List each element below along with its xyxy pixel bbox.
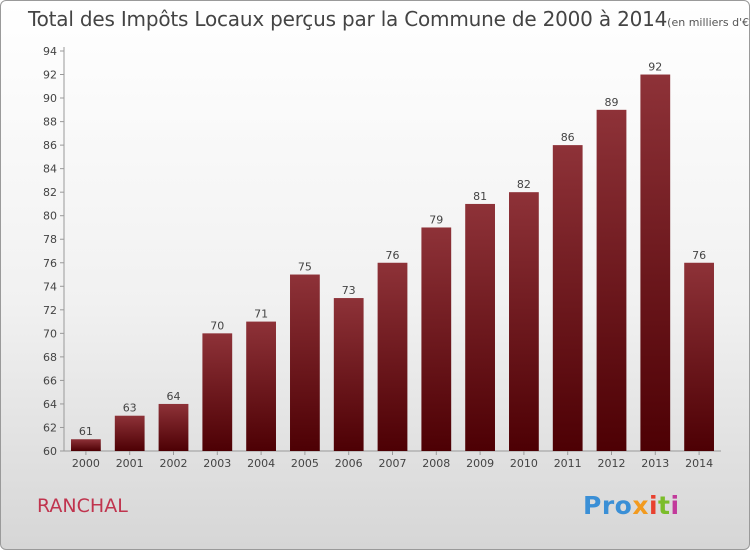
data-label-2006: 73 [342,284,356,297]
y-tick-label: 80 [43,210,57,223]
bar-2013 [640,74,671,451]
y-tick-label: 78 [43,233,57,246]
logo-part: i [648,491,659,520]
x-tick-label: 2001 [116,457,144,470]
x-tick-label: 2006 [335,457,363,470]
x-tick-label: 2013 [641,457,669,470]
bar-2002 [158,403,189,451]
y-tick-label: 70 [43,327,57,340]
chart-subtitle: (en milliers d'€) [667,16,750,29]
y-tick-label: 84 [43,163,57,176]
y-tick-label: 60 [43,445,57,458]
x-tick-label: 2004 [247,457,275,470]
bar-2005 [290,274,320,451]
bar-2011 [552,145,583,451]
x-tick-label: 2009 [466,457,494,470]
data-label-2003: 70 [210,319,224,332]
x-tick-label: 2007 [379,457,407,470]
y-tick-label: 62 [43,421,57,434]
chart-title: Total des Impôts Locaux perçus par la Co… [28,7,750,31]
title-text: Total des Impôts Locaux perçus par la Co… [28,7,668,31]
x-tick-label: 2002 [160,457,188,470]
y-tick-label: 94 [43,45,57,58]
bar-2001 [114,415,145,451]
bar-2009 [465,203,495,451]
logo-part: i [670,491,680,520]
data-label-2012: 89 [605,96,619,109]
x-tick-label: 2005 [291,457,319,470]
data-labels: 61 63 64 70 71 75 73 76 79 81 82 86 89 92 76 [79,61,706,439]
bar-2006 [333,298,364,451]
x-axis: 2000 2001 2002 2003 2004 2005 2006 2007 2008 2009… [64,450,721,470]
bar-2012 [596,109,627,451]
bar-2010 [509,192,539,451]
x-tick-label: 2003 [203,457,231,470]
bar-chart: 60 62 64 66 68 70 72 74 76 78 80 82 84 86 88 90 92 94 200… [43,45,721,470]
x-tick-label: 2010 [510,457,538,470]
bars [71,74,714,451]
y-tick-label: 66 [43,374,57,387]
y-tick-label: 72 [43,304,57,317]
x-tick-label: 2011 [554,457,582,470]
commune-name: RANCHAL [37,495,128,517]
data-label-2007: 76 [386,249,400,262]
bar-2008 [421,227,452,451]
y-tick-label: 88 [43,116,57,129]
data-label-2002: 64 [167,390,181,403]
y-tick-label: 90 [43,92,57,105]
data-label-2001: 63 [123,402,137,415]
y-tick-label: 76 [43,257,57,270]
data-label-2004: 71 [254,308,268,321]
x-tick-label: 2014 [685,457,713,470]
bar-2007 [377,262,408,451]
y-tick-label: 82 [43,186,57,199]
y-tick-label: 86 [43,139,57,152]
data-label-2008: 79 [429,213,443,226]
x-tick-label: 2012 [598,457,626,470]
x-tick-label: 2008 [422,457,450,470]
data-label-2011: 86 [561,131,575,144]
logo-part: x [632,491,649,520]
bar-2004 [246,321,276,451]
logo-part: t [658,491,671,520]
y-tick-label: 92 [43,69,57,82]
y-tick-label: 64 [43,398,57,411]
proxiti-logo[interactable]: Proxiti [583,491,680,520]
x-tick-label: 2000 [72,457,100,470]
data-label-2005: 75 [298,261,312,274]
data-label-2010: 82 [517,178,531,191]
logo-part: Pro [583,491,633,520]
y-axis: 60 62 64 66 68 70 72 74 76 78 80 82 84 86 88 90 92 94 [43,45,65,458]
y-tick-label: 68 [43,351,57,364]
bar-2014 [684,262,714,451]
data-label-2000: 61 [79,425,93,438]
data-label-2014: 76 [692,249,706,262]
bar-2000 [71,439,101,451]
y-tick-label: 74 [43,280,57,293]
bar-2003 [202,333,233,451]
data-label-2009: 81 [473,190,487,203]
data-label-2013: 92 [648,61,662,74]
